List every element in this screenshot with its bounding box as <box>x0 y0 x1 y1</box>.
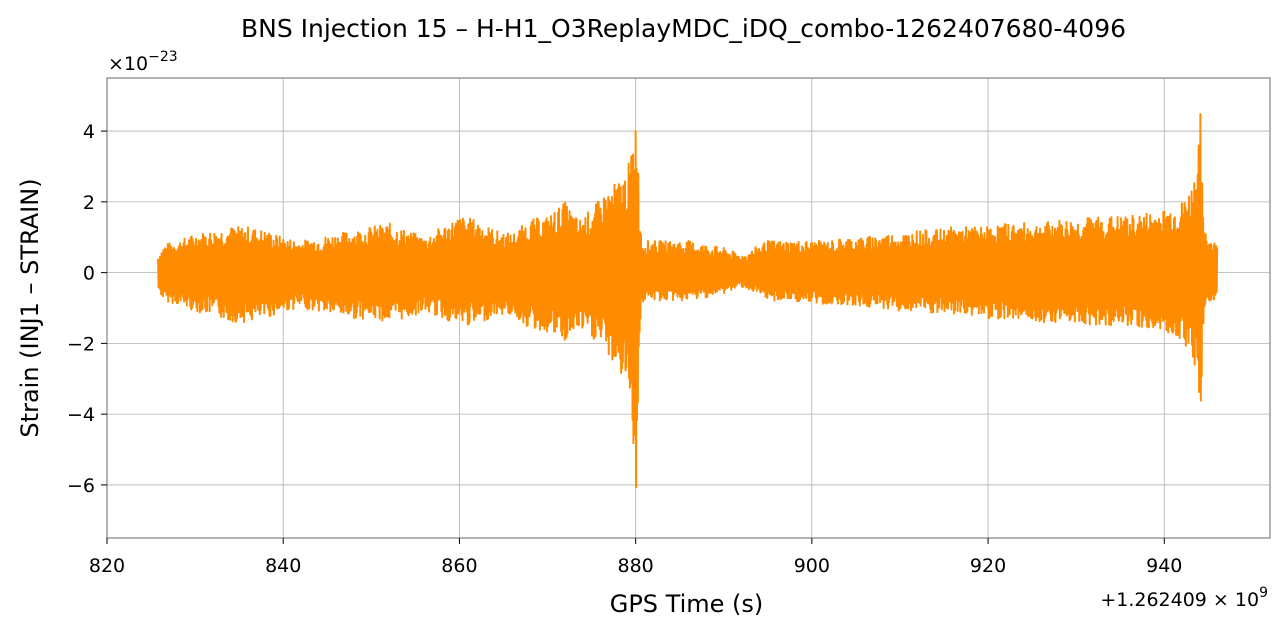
x-tick-label: 900 <box>794 555 830 577</box>
y-tick-label: −2 <box>67 333 95 355</box>
strain-series <box>157 113 1219 489</box>
x-tick-label: 840 <box>265 555 301 577</box>
x-axis-offset: +1.262409 × 109 <box>1100 585 1268 611</box>
x-tick-label: 920 <box>970 555 1006 577</box>
y-tick-label: −6 <box>67 475 95 497</box>
x-tick-label: 820 <box>89 555 125 577</box>
x-axis-ticks: 820 840 860 880 900 920 940 <box>89 538 1182 577</box>
x-axis-title: GPS Time (s) <box>610 590 764 618</box>
x-offset-exponent: 9 <box>1259 585 1268 601</box>
y-axis-scale-factor: ×10−23 <box>108 49 178 75</box>
x-tick-label: 940 <box>1146 555 1182 577</box>
x-tick-label: 880 <box>618 555 654 577</box>
y-tick-label: 2 <box>83 192 95 214</box>
y-scale-base: ×10 <box>108 53 148 75</box>
y-tick-label: 0 <box>83 263 95 285</box>
x-offset-base: +1.262409 × 10 <box>1100 589 1259 611</box>
y-axis-ticks: −6 −4 −2 0 2 4 <box>67 121 107 497</box>
x-tick-label: 860 <box>441 555 477 577</box>
y-axis-title: Strain (INJ1 – STRAIN) <box>16 178 44 437</box>
y-scale-exponent: −23 <box>148 49 178 65</box>
y-tick-label: 4 <box>83 121 95 143</box>
chart-title: BNS Injection 15 – H-H1_O3ReplayMDC_iDQ_… <box>241 14 1126 43</box>
plot-frame <box>106 77 1271 539</box>
strain-line <box>157 113 1219 489</box>
y-tick-label: −4 <box>67 404 95 426</box>
